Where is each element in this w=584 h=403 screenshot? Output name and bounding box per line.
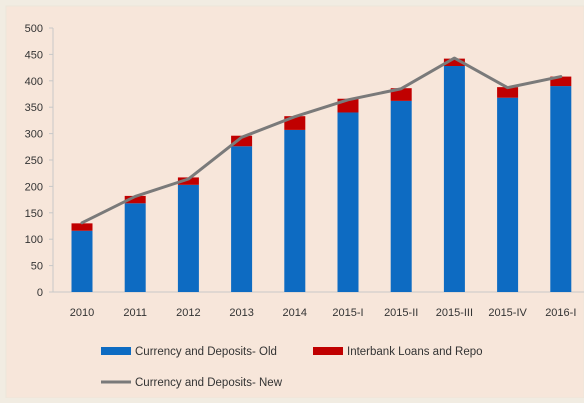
bar-segment-currency-deposits-old bbox=[231, 146, 252, 292]
bar-segment-currency-deposits-old bbox=[72, 231, 93, 292]
y-tick-label: 500 bbox=[25, 23, 43, 35]
x-tick-label: 2015-IV bbox=[488, 307, 527, 319]
legend-label-interbank-loans-repo: Interbank Loans and Repo bbox=[347, 346, 483, 358]
y-tick-label: 50 bbox=[31, 261, 43, 273]
bar-segment-currency-deposits-old bbox=[125, 203, 146, 292]
x-tick-label: 2011 bbox=[123, 307, 147, 319]
y-tick-label: 450 bbox=[25, 49, 43, 61]
x-tick-label: 2013 bbox=[229, 307, 253, 319]
bar-segment-currency-deposits-old bbox=[497, 98, 518, 292]
bar-segment-currency-deposits-old bbox=[444, 66, 465, 292]
y-tick-label: 200 bbox=[25, 181, 43, 193]
y-tick-label: 250 bbox=[25, 155, 43, 167]
legend-label-currency-deposits-new: Currency and Deposits- New bbox=[135, 377, 283, 389]
bar-segment-currency-deposits-old bbox=[338, 112, 359, 292]
y-tick-label: 100 bbox=[25, 234, 43, 246]
bar-segment-currency-deposits-old bbox=[391, 101, 412, 292]
y-tick-label: 350 bbox=[25, 102, 43, 114]
legend-label-currency-deposits-old: Currency and Deposits- Old bbox=[135, 346, 277, 358]
bar-segment-currency-deposits-old bbox=[550, 86, 571, 292]
legend-swatch-interbank-loans-repo bbox=[313, 347, 343, 355]
x-tick-label: 2015-III bbox=[436, 307, 473, 319]
legend-swatch-currency-deposits-old bbox=[101, 347, 131, 355]
x-tick-label: 2016-I bbox=[545, 307, 576, 319]
y-tick-label: 400 bbox=[25, 76, 43, 88]
x-tick-label: 2012 bbox=[176, 307, 200, 319]
x-tick-label: 2014 bbox=[283, 307, 307, 319]
x-tick-label: 2015-I bbox=[332, 307, 363, 319]
x-tick-label: 2010 bbox=[70, 307, 94, 319]
x-tick-label: 2015-II bbox=[384, 307, 418, 319]
y-tick-label: 300 bbox=[25, 129, 43, 141]
y-tick-label: 0 bbox=[37, 287, 43, 299]
y-tick-label: 150 bbox=[25, 208, 43, 220]
bar-segment-currency-deposits-old bbox=[178, 185, 199, 292]
bar-segment-currency-deposits-old bbox=[284, 130, 305, 292]
bar-segment-interbank-loans-repo bbox=[72, 223, 93, 230]
